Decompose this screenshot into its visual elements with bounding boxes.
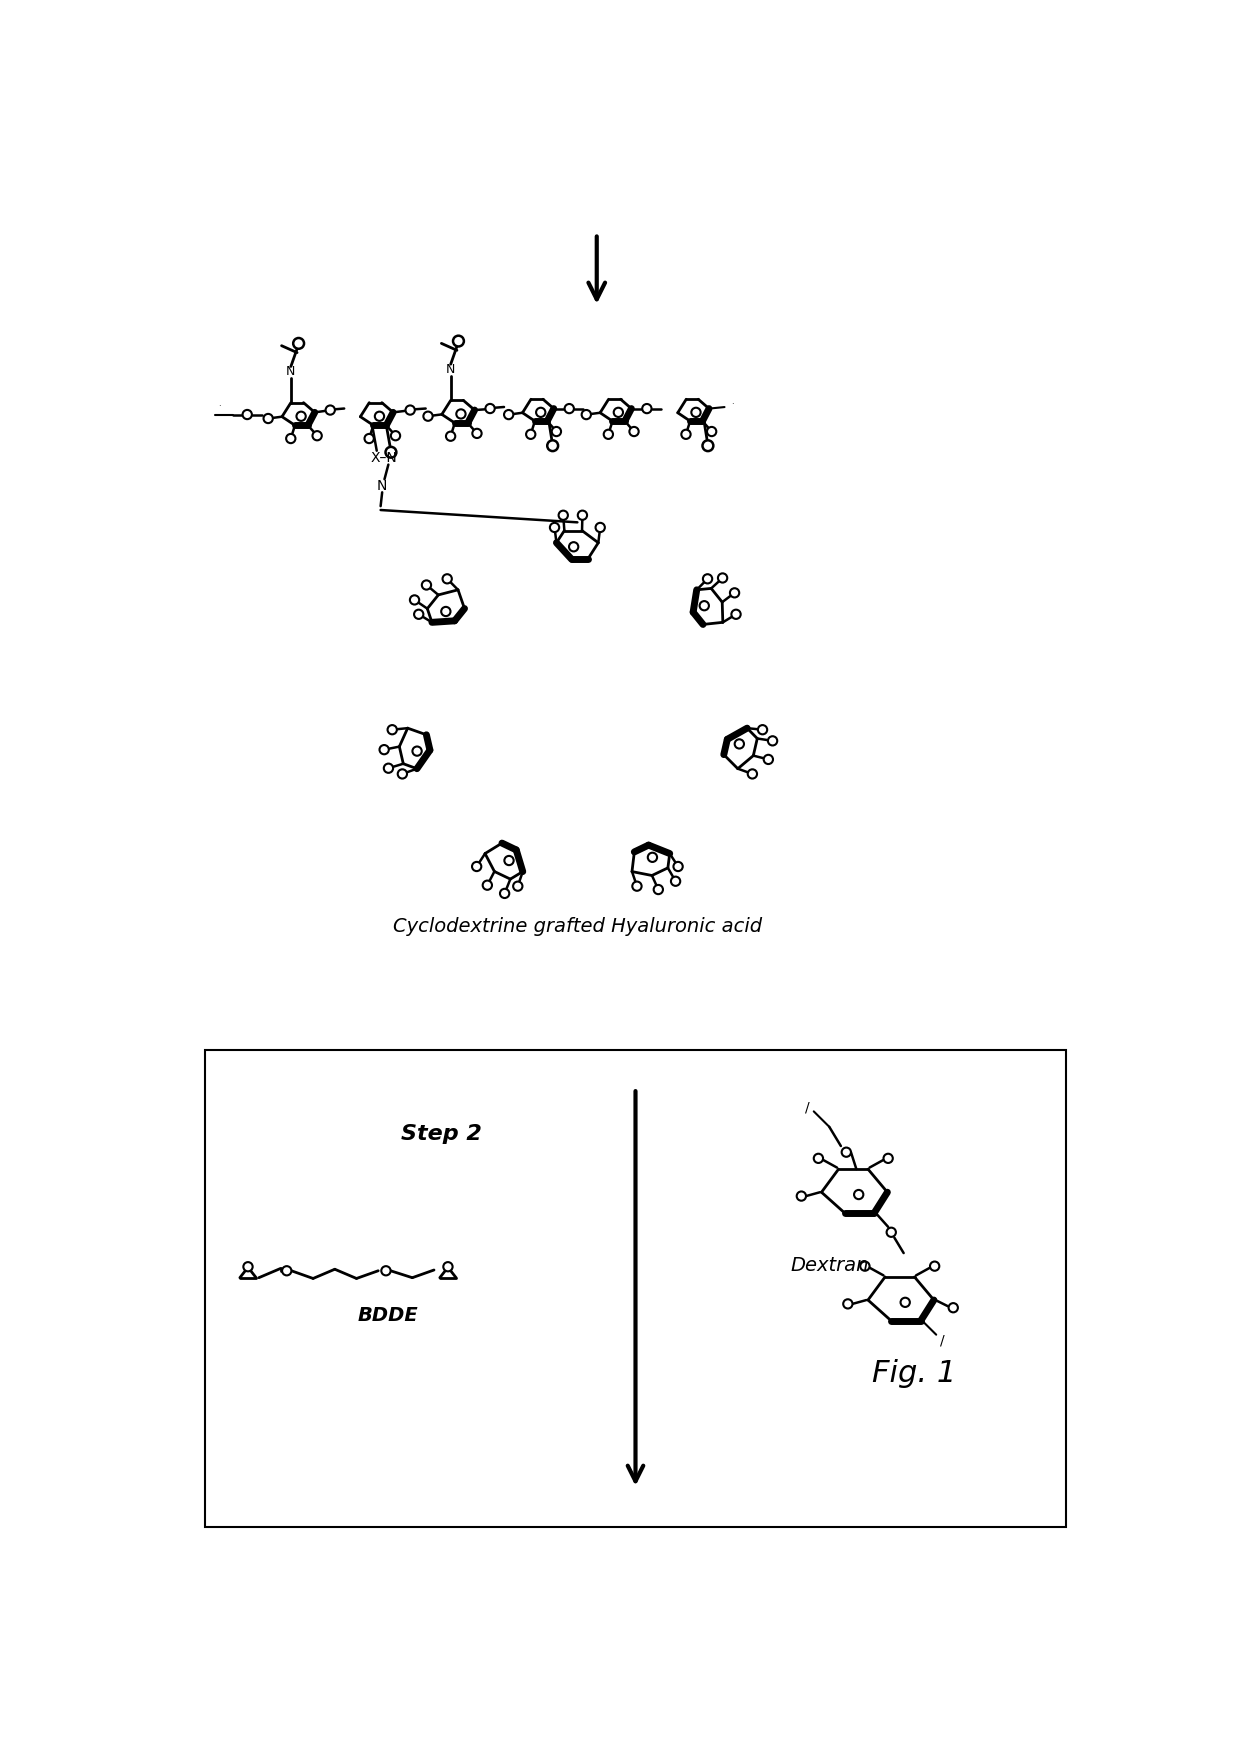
Circle shape [681,430,691,438]
Circle shape [382,1266,391,1275]
Circle shape [374,412,384,421]
Circle shape [758,724,768,735]
Circle shape [614,407,622,417]
Circle shape [552,426,560,437]
Circle shape [443,574,451,584]
Circle shape [732,610,740,619]
Circle shape [243,1263,253,1272]
Circle shape [796,1191,806,1201]
Circle shape [505,856,513,865]
Circle shape [630,426,639,437]
Circle shape [513,882,522,891]
Circle shape [703,440,713,451]
Circle shape [456,409,465,419]
Circle shape [653,886,663,895]
Circle shape [264,414,273,423]
Circle shape [386,447,397,458]
Circle shape [692,407,701,417]
Circle shape [482,881,492,889]
Text: ·: · [730,400,734,409]
Circle shape [549,523,559,531]
Circle shape [734,738,744,749]
Circle shape [887,1228,895,1237]
Circle shape [485,403,495,414]
Circle shape [854,1189,863,1200]
Circle shape [764,754,773,765]
Circle shape [413,747,422,756]
Text: ·: · [218,402,221,412]
Circle shape [642,403,651,414]
Circle shape [564,403,574,414]
Circle shape [453,335,464,347]
Circle shape [718,574,727,582]
Circle shape [293,339,304,349]
Circle shape [500,889,510,898]
Text: N: N [286,365,295,379]
Circle shape [410,595,419,605]
Circle shape [595,523,605,531]
Circle shape [699,602,709,610]
Circle shape [673,861,683,872]
Circle shape [414,610,423,619]
Circle shape [578,510,587,519]
Text: Fig. 1: Fig. 1 [873,1359,956,1387]
Circle shape [388,724,397,735]
Circle shape [883,1154,893,1163]
Circle shape [582,410,591,419]
Circle shape [312,431,322,440]
Text: Step 2: Step 2 [402,1124,482,1144]
Circle shape [861,1261,869,1270]
Circle shape [472,861,481,872]
Circle shape [632,882,641,891]
Circle shape [748,770,758,779]
Circle shape [441,607,450,616]
Circle shape [813,1154,823,1163]
Circle shape [405,405,415,414]
Circle shape [526,430,536,438]
Circle shape [842,1147,851,1158]
Circle shape [296,412,306,421]
Text: /: / [805,1100,810,1114]
Circle shape [423,412,433,421]
Circle shape [472,428,481,438]
Circle shape [843,1300,853,1308]
Circle shape [703,574,712,584]
Text: N: N [446,363,455,375]
Circle shape [446,431,455,440]
Circle shape [569,542,578,551]
Circle shape [286,433,295,444]
Text: Cyclodextrine grafted Hyaluronic acid: Cyclodextrine grafted Hyaluronic acid [393,917,761,937]
Circle shape [768,737,777,745]
Text: BDDE: BDDE [357,1307,418,1324]
Circle shape [243,410,252,419]
Text: Dextran: Dextran [790,1256,868,1275]
Circle shape [900,1298,910,1307]
Circle shape [365,433,373,444]
Circle shape [379,745,389,754]
Circle shape [949,1303,959,1312]
Circle shape [558,510,568,519]
Circle shape [444,1263,453,1272]
Circle shape [647,852,657,861]
Circle shape [326,405,335,414]
Circle shape [398,770,407,779]
Circle shape [707,426,717,437]
Circle shape [730,588,739,598]
Circle shape [283,1266,291,1275]
Circle shape [604,430,613,438]
Text: /: / [940,1333,945,1347]
Text: X–N: X–N [371,451,397,465]
Circle shape [930,1261,940,1270]
Circle shape [422,581,432,589]
Circle shape [547,440,558,451]
Bar [206,1051,1065,1528]
Circle shape [671,877,681,886]
Circle shape [536,407,546,417]
Circle shape [391,431,401,440]
Text: N: N [377,479,387,493]
Circle shape [384,763,393,774]
Circle shape [503,410,513,419]
